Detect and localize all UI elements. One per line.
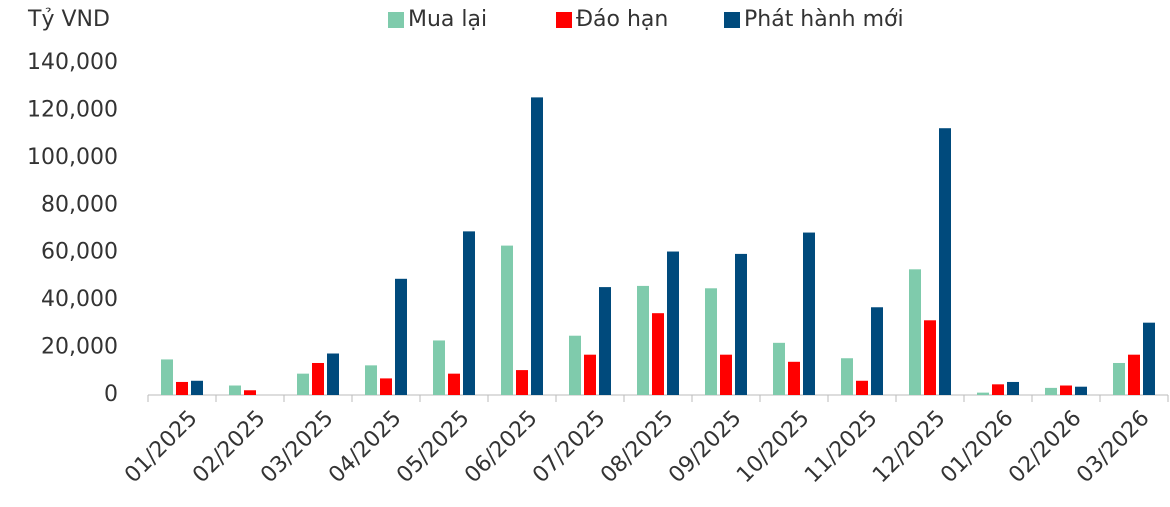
bar xyxy=(1075,386,1087,395)
bar xyxy=(977,392,989,395)
y-tick-label: 140,000 xyxy=(27,50,118,75)
bar xyxy=(297,373,309,395)
y-tick-label: 20,000 xyxy=(41,335,118,360)
bar xyxy=(395,278,407,395)
x-tick-label: 04/2025 xyxy=(324,406,406,488)
x-tick-label: 11/2025 xyxy=(800,406,882,488)
bar xyxy=(531,97,543,395)
x-tick-label: 01/2026 xyxy=(936,406,1018,488)
bar xyxy=(1113,362,1125,395)
x-tick-label: 03/2025 xyxy=(256,406,338,488)
x-tick-label: 01/2025 xyxy=(120,406,202,488)
legend-swatch xyxy=(556,12,572,28)
bar xyxy=(176,381,188,395)
x-tick-label: 05/2025 xyxy=(392,406,474,488)
bar xyxy=(788,361,800,395)
bar xyxy=(229,385,241,395)
bar xyxy=(705,288,717,395)
x-tick-label: 02/2025 xyxy=(188,406,270,488)
bar xyxy=(871,307,883,395)
x-tick-label: 07/2025 xyxy=(528,406,610,488)
bar xyxy=(599,287,611,395)
bar xyxy=(939,128,951,395)
bar xyxy=(569,335,581,395)
x-tick-label: 06/2025 xyxy=(460,406,542,488)
x-tick-label: 10/2025 xyxy=(732,406,814,488)
legend-label: Mua lại xyxy=(408,7,487,32)
bar xyxy=(244,390,256,395)
bar xyxy=(380,378,392,395)
bar xyxy=(637,285,649,395)
bar xyxy=(191,380,203,395)
x-tick-label: 09/2025 xyxy=(664,406,746,488)
bar xyxy=(803,232,815,395)
legend-label: Phát hành mới xyxy=(744,7,904,32)
bar xyxy=(1143,322,1155,395)
legend-swatch xyxy=(724,12,740,28)
bar xyxy=(652,313,664,395)
bar xyxy=(433,340,445,395)
bar xyxy=(841,358,853,395)
x-tick-label: 12/2025 xyxy=(868,406,950,488)
bar xyxy=(584,354,596,395)
bar xyxy=(1045,387,1057,395)
bar xyxy=(924,320,936,395)
bar xyxy=(516,370,528,395)
y-tick-label: 120,000 xyxy=(27,97,118,122)
y-tick-label: 80,000 xyxy=(41,192,118,217)
y-tick-label: 0 xyxy=(104,382,118,407)
bar xyxy=(1007,381,1019,395)
bar xyxy=(735,253,747,395)
legend-label: Đáo hạn xyxy=(576,7,668,32)
x-tick-label: 08/2025 xyxy=(596,406,678,488)
bar xyxy=(720,354,732,395)
x-tick-label: 03/2026 xyxy=(1072,406,1154,488)
bar xyxy=(1060,385,1072,395)
bar xyxy=(856,380,868,395)
y-tick-label: 40,000 xyxy=(41,287,118,312)
bar xyxy=(992,384,1004,395)
y-tick-label: 100,000 xyxy=(27,145,118,170)
bar xyxy=(448,373,460,395)
y-axis-label: Tỷ VND xyxy=(27,7,110,32)
bar xyxy=(312,362,324,395)
bar xyxy=(463,231,475,395)
bar xyxy=(1128,354,1140,395)
bar xyxy=(501,245,513,395)
x-tick-label: 02/2026 xyxy=(1004,406,1086,488)
y-tick-label: 60,000 xyxy=(41,240,118,265)
bar xyxy=(773,342,785,395)
legend-swatch xyxy=(388,12,404,28)
bar xyxy=(909,269,921,395)
bar xyxy=(161,359,173,395)
bar xyxy=(327,353,339,395)
bar xyxy=(365,365,377,395)
bar xyxy=(667,251,679,395)
